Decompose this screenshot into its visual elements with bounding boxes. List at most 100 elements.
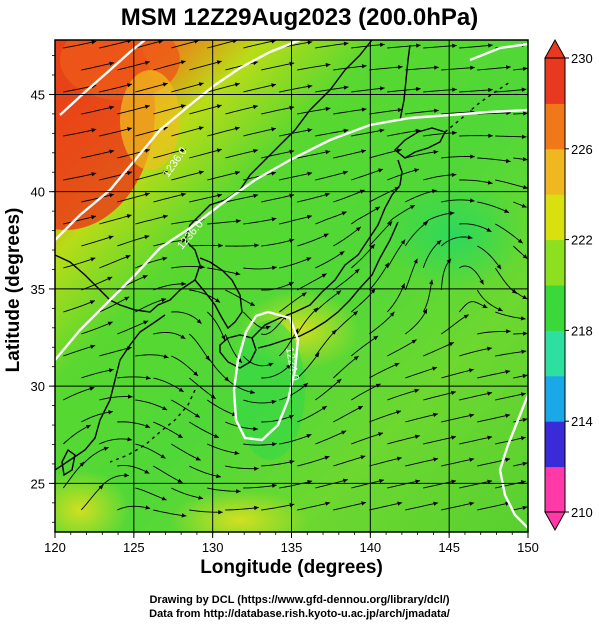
height-contours xyxy=(55,40,528,529)
streamline xyxy=(243,399,277,404)
streamline xyxy=(405,458,439,467)
streamline xyxy=(261,414,295,423)
streamline xyxy=(261,503,295,511)
streamline-arrow xyxy=(107,321,113,326)
streamline xyxy=(117,235,150,247)
streamline-arrow xyxy=(144,234,150,240)
streamline-arrow xyxy=(379,42,385,47)
streamline-arrow xyxy=(325,150,331,155)
streamline-arrow xyxy=(355,226,361,232)
streamline-arrow xyxy=(469,413,475,418)
streamline xyxy=(441,199,475,203)
streamline-arrow xyxy=(307,84,313,89)
streamline xyxy=(243,40,277,49)
streamline xyxy=(423,436,457,445)
streamline-arrow xyxy=(234,126,240,131)
streamline-arrow xyxy=(361,107,367,112)
coastline-sakhalin xyxy=(399,44,411,121)
streamline-arrow xyxy=(198,495,204,500)
streamline-arrow xyxy=(343,41,349,46)
streamline xyxy=(171,171,204,181)
streamline-arrow xyxy=(400,239,406,245)
streamline xyxy=(477,112,511,115)
streamline xyxy=(351,168,384,181)
streamline-arrow xyxy=(144,60,150,65)
streamline-arrow xyxy=(379,128,385,133)
streamline xyxy=(261,150,295,159)
streamline-arrow xyxy=(91,128,97,133)
x-tick-label: 135 xyxy=(281,540,303,555)
colorbar-segment xyxy=(545,330,565,377)
streamline xyxy=(188,377,216,400)
streamline xyxy=(405,413,438,423)
streamline xyxy=(477,245,502,270)
streamline-arrow xyxy=(521,134,527,139)
streamline xyxy=(189,194,223,203)
streamline xyxy=(405,308,428,335)
streamline-arrow xyxy=(307,171,313,176)
streamline-arrow xyxy=(108,368,114,373)
streamline xyxy=(81,369,114,379)
streamline xyxy=(225,149,259,159)
streamline xyxy=(297,455,330,467)
streamline xyxy=(153,509,187,517)
streamline-arrow xyxy=(416,86,421,92)
streamline-arrow xyxy=(161,496,167,501)
streamline-arrow xyxy=(213,433,219,438)
streamline-arrow xyxy=(216,473,221,479)
streamline xyxy=(351,129,385,137)
streamline-arrow xyxy=(361,64,367,69)
streamline xyxy=(386,239,406,269)
coastline-ryukyu xyxy=(109,389,196,463)
streamline xyxy=(387,88,421,93)
streamline-arrow xyxy=(89,386,95,391)
streamline-arrow xyxy=(314,352,320,358)
y-axis-label-text: Latitude (degrees) xyxy=(3,207,24,373)
streamline xyxy=(62,424,91,445)
streamline xyxy=(495,480,526,489)
streamline-arrow xyxy=(90,344,96,349)
streamline xyxy=(171,40,200,49)
streamline-arrow xyxy=(341,430,347,435)
colorbar-segment xyxy=(545,375,565,422)
colorbar-segment xyxy=(545,148,565,195)
streamline-arrow xyxy=(482,303,488,308)
streamline-arrow xyxy=(232,40,238,44)
streamline-arrow xyxy=(127,394,133,399)
streamline xyxy=(189,244,223,247)
streamline-arrow xyxy=(506,329,511,334)
streamline xyxy=(315,211,347,225)
streamline xyxy=(117,320,149,335)
streamline-arrow xyxy=(325,106,331,112)
colorbar-tick-label: 210 xyxy=(571,505,593,520)
streamline-arrow xyxy=(271,442,277,447)
streamline xyxy=(261,106,295,115)
streamline-arrow xyxy=(253,60,258,66)
streamline-arrow xyxy=(517,238,523,244)
streamline xyxy=(369,66,403,71)
colorbar-tick-label: 214 xyxy=(571,414,593,429)
streamline-arrow xyxy=(254,505,259,511)
streamline xyxy=(261,314,288,335)
streamline-arrow xyxy=(370,288,376,294)
streamline xyxy=(297,150,331,159)
streamline-arrow xyxy=(271,265,277,271)
streamline xyxy=(351,432,384,445)
y-tick-label: 30 xyxy=(31,379,45,394)
streamline-arrow xyxy=(162,170,168,175)
streamline xyxy=(458,301,488,313)
streamline-arrow xyxy=(452,130,457,136)
streamline xyxy=(225,244,259,247)
streamline xyxy=(171,399,201,418)
streamline-arrow xyxy=(294,328,299,334)
streamline xyxy=(494,267,517,295)
chart-title: MSM 12Z29Aug2023 (200.0hPa) xyxy=(120,4,479,31)
streamline xyxy=(135,257,168,269)
streamline xyxy=(495,393,526,401)
streamline-arrow xyxy=(486,227,492,232)
streamline-arrow xyxy=(433,108,439,113)
streamline xyxy=(387,339,417,357)
streamline-arrow xyxy=(180,192,186,197)
streamline-arrow xyxy=(127,40,132,44)
